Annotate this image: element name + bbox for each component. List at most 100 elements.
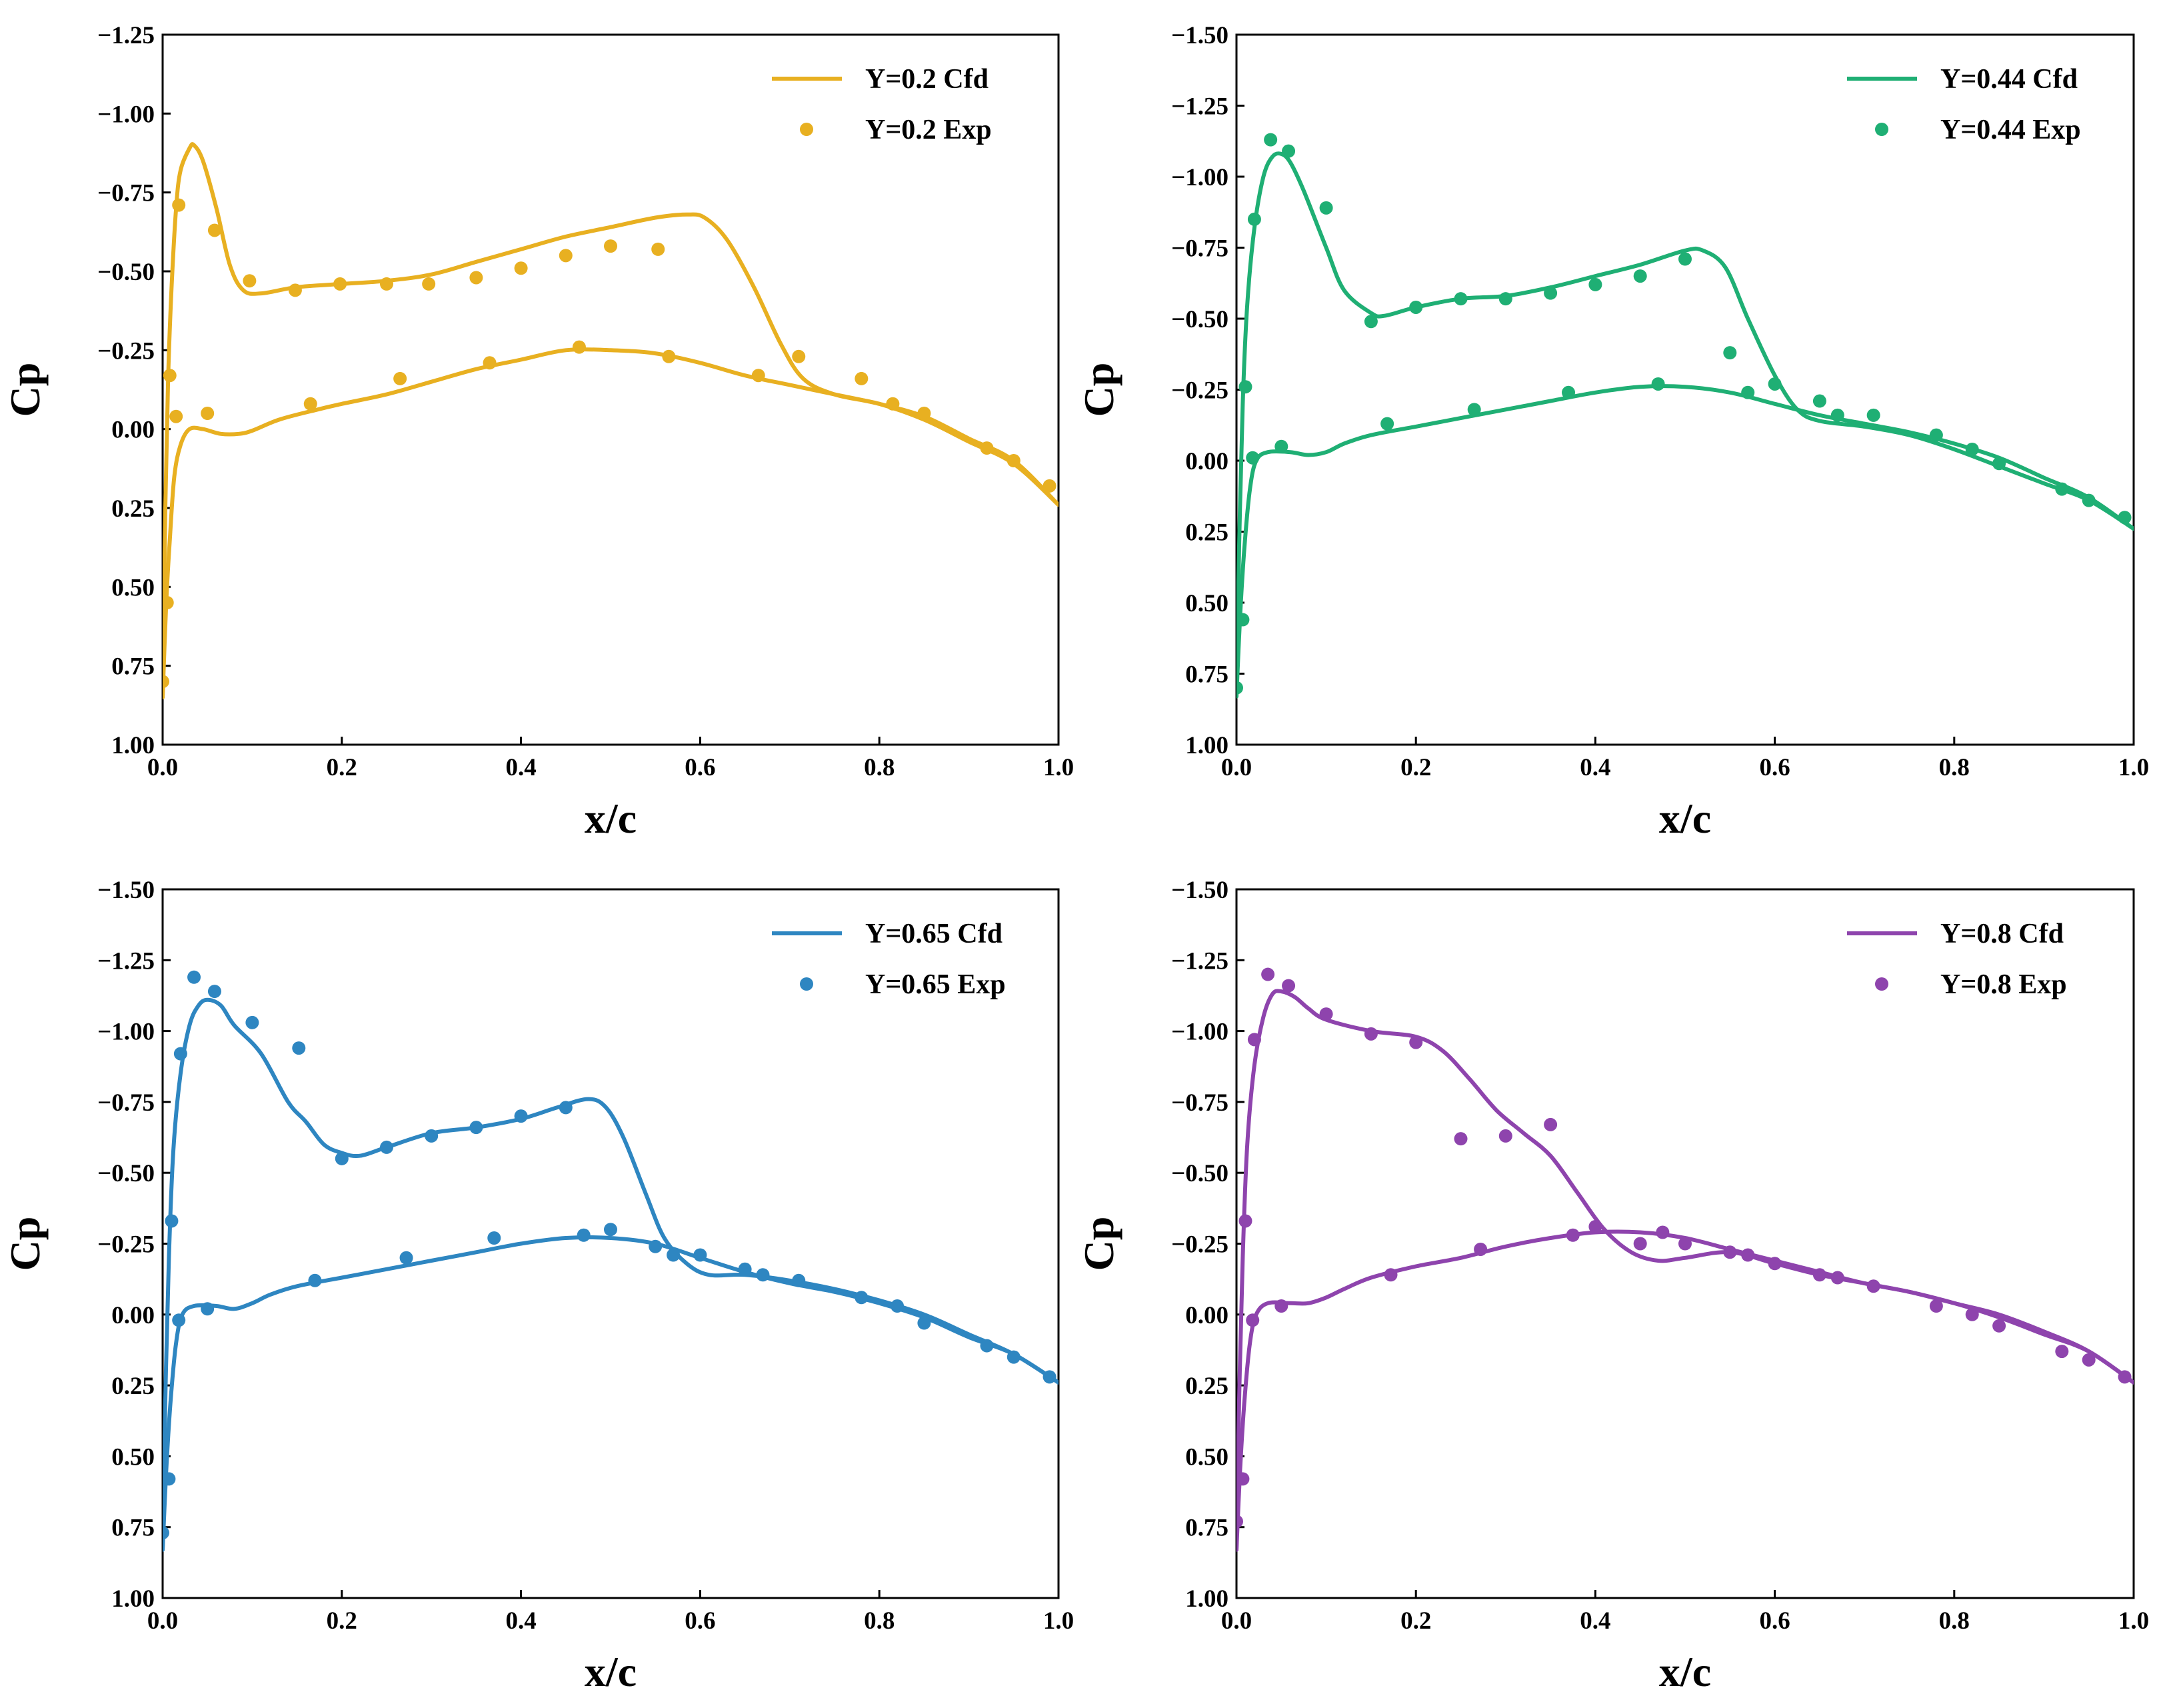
exp-point <box>1678 252 1692 266</box>
y-tick-label: 0.50 <box>111 574 155 601</box>
exp-point <box>1247 1033 1261 1047</box>
cfd-line-lower <box>1236 1229 2134 1552</box>
exp-point <box>469 271 483 285</box>
exp-point <box>980 1339 994 1353</box>
exp-point <box>243 274 257 288</box>
exp-point <box>1768 377 1782 391</box>
exp-point <box>187 970 201 984</box>
exp-point <box>245 1015 259 1029</box>
exp-point <box>207 985 221 999</box>
y-tick-label: 0.25 <box>111 1373 155 1400</box>
exp-point <box>1566 1228 1580 1242</box>
exp-point <box>1238 380 1252 394</box>
exp-point <box>572 340 586 354</box>
exp-point <box>207 223 221 237</box>
y-tick-label: 0.50 <box>1185 590 1228 617</box>
y-tick-label: −1.25 <box>97 22 155 49</box>
y-tick-label: 1.00 <box>111 732 155 759</box>
exp-point <box>1246 1313 1260 1327</box>
exp-point <box>1866 408 1880 422</box>
exp-point <box>792 1273 806 1287</box>
exp-point <box>855 371 869 385</box>
exp-point <box>1929 428 1943 442</box>
y-tick-label: −1.25 <box>97 947 155 975</box>
plot-area <box>163 142 1059 699</box>
x-tick-label: 0.0 <box>147 1607 178 1635</box>
y-axis-label: Cp <box>1075 363 1122 417</box>
exp-point <box>1454 292 1468 306</box>
y-tick-label: −0.50 <box>1171 1160 1228 1187</box>
cfd-line-upper <box>1236 151 2134 699</box>
exp-point <box>172 198 186 212</box>
x-axis-label: x/c <box>1659 795 1711 842</box>
x-tick-label: 0.8 <box>1939 1607 1970 1635</box>
y-axis-label: Cp <box>1075 1217 1122 1271</box>
y-tick-label: −0.75 <box>97 1089 155 1117</box>
y-tick-label: −1.25 <box>1171 947 1228 975</box>
x-tick-label: 0.0 <box>1221 754 1252 781</box>
y-tick-label: −1.50 <box>97 877 155 904</box>
exp-point <box>469 1121 483 1135</box>
y-tick-label: 1.00 <box>1185 1585 1228 1613</box>
y-tick-label: 0.75 <box>111 653 155 681</box>
exp-point <box>1247 212 1261 226</box>
exp-point <box>1007 454 1021 467</box>
legend-label-exp: Y=0.8 Exp <box>1940 969 2067 1000</box>
y-tick-label: −0.25 <box>97 337 155 365</box>
exp-point <box>855 1291 869 1305</box>
y-tick-label: −0.50 <box>97 1160 155 1187</box>
x-tick-label: 0.4 <box>505 1607 536 1635</box>
cfd-line-upper <box>1236 989 2134 1552</box>
y-tick-label: 0.75 <box>111 1515 155 1542</box>
exp-point <box>1768 1257 1782 1271</box>
exp-point <box>163 596 174 609</box>
exp-point <box>1741 1248 1755 1262</box>
exp-point <box>1282 144 1296 158</box>
y-tick-label: 0.50 <box>1185 1443 1228 1471</box>
plot-area <box>1236 133 2134 699</box>
y-tick-label: −0.75 <box>1171 1089 1228 1117</box>
exp-point <box>333 277 347 291</box>
exp-point <box>1274 439 1288 453</box>
x-tick-label: 0.0 <box>147 754 178 781</box>
exp-point <box>886 397 900 411</box>
exp-point <box>1319 1007 1333 1021</box>
exp-point <box>917 407 931 420</box>
exp-point <box>1656 1225 1670 1239</box>
x-axis-label: x/c <box>585 795 637 842</box>
exp-point <box>483 356 497 370</box>
exp-point <box>1364 315 1378 329</box>
exp-point <box>163 675 169 689</box>
exp-point <box>751 369 765 383</box>
exp-point <box>1651 377 1665 391</box>
x-tick-label: 0.0 <box>1221 1607 1252 1635</box>
exp-point <box>651 242 665 256</box>
exp-point <box>1723 346 1737 360</box>
exp-point <box>425 1129 439 1143</box>
exp-point <box>2118 511 2132 525</box>
exp-point <box>2055 1345 2069 1359</box>
legend-label-cfd: Y=0.44 Cfd <box>1940 64 2078 95</box>
legend-label-cfd: Y=0.2 Cfd <box>865 64 989 95</box>
y-tick-label: 0.50 <box>111 1443 155 1471</box>
x-tick-label: 1.0 <box>2118 754 2149 781</box>
y-tick-label: 0.00 <box>1185 448 1228 475</box>
y-tick-label: 0.25 <box>111 495 155 523</box>
x-tick-label: 0.6 <box>1759 754 1790 781</box>
exp-point <box>1474 1243 1488 1257</box>
x-tick-label: 0.8 <box>864 754 895 781</box>
exp-point <box>2055 482 2069 496</box>
x-tick-label: 0.6 <box>685 754 715 781</box>
exp-point <box>1467 403 1481 417</box>
x-tick-label: 1.0 <box>2118 1607 2149 1635</box>
y-tick-label: −1.50 <box>1171 877 1228 904</box>
y-tick-label: −1.25 <box>1171 93 1228 121</box>
chart-panel-3: 0.0 0.2 0.4 0.6 0.8 1.0 −1.50 −1.25 −1.00 −0.75 −0… <box>1 877 1074 1695</box>
exp-point <box>738 1262 752 1276</box>
exp-point <box>604 1223 617 1237</box>
y-tick-label: −1.50 <box>1171 22 1228 49</box>
y-tick-label: −0.25 <box>97 1231 155 1259</box>
exp-point <box>399 1251 413 1265</box>
exp-point <box>1246 451 1260 465</box>
exp-point <box>1409 1035 1423 1049</box>
